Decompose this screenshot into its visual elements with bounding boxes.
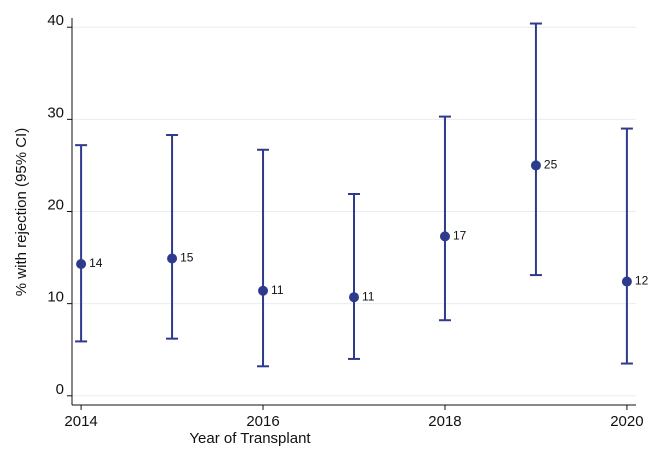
value-label: 12 [635,274,649,288]
y-tick-label: 40 [47,12,64,29]
y-tick-label: 10 [47,289,64,306]
x-tick-label: 2020 [610,413,643,430]
y-tick-label: 0 [56,381,64,398]
value-label: 15 [180,251,194,265]
x-axis-title: Year of Transplant [189,430,311,447]
y-axis-title: % with rejection (95% CI) [13,128,30,296]
value-label: 11 [271,283,284,297]
point [167,253,178,264]
x-tick-label: 2014 [64,413,97,430]
value-label: 14 [89,256,103,270]
point [439,231,450,242]
point [349,292,359,303]
value-label: 25 [544,158,558,172]
value-label: 11 [362,289,375,303]
point [530,160,541,171]
point [621,276,632,287]
x-tick-label: 2018 [428,413,461,430]
point [258,285,269,296]
x-tick-label: 2016 [246,413,279,430]
y-tick-label: 30 [47,104,64,121]
y-tick-label: 20 [47,196,64,213]
value-label: 17 [453,229,467,243]
point [76,259,87,270]
